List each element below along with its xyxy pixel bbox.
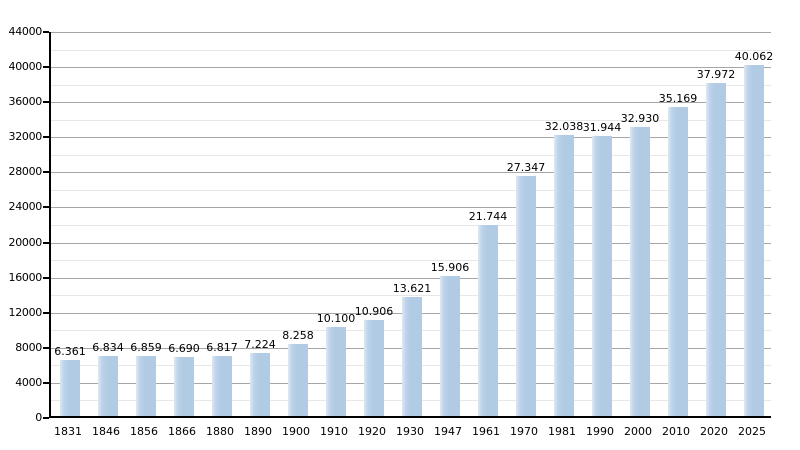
x-axis-tick-label: 1890 [244, 425, 272, 438]
y-axis-tick [43, 206, 49, 209]
bar-value-label: 32.930 [620, 112, 660, 126]
bar-value-label: 40.062 [734, 49, 774, 63]
bar-value-label: 31.944 [582, 120, 622, 134]
bar [554, 134, 574, 416]
x-axis-tick-label: 1856 [130, 425, 158, 438]
bar-value-label: 6.690 [168, 342, 200, 356]
y-axis-tick [43, 346, 49, 349]
gridline-major [51, 67, 771, 69]
bar [326, 327, 346, 416]
y-axis-tick [43, 241, 49, 244]
bar [98, 356, 118, 416]
bar [516, 176, 536, 416]
bar-value-label: 35.169 [658, 92, 698, 106]
bar-value-label: 6.817 [206, 341, 238, 355]
y-axis-tick [43, 101, 49, 104]
x-axis-tick-label: 2025 [738, 425, 766, 438]
gridline-minor [51, 84, 771, 86]
x-axis-tick-label: 1920 [358, 425, 386, 438]
x-axis-tick-label: 1961 [472, 425, 500, 438]
gridline-major [51, 207, 771, 209]
x-axis-tick-label: 1910 [320, 425, 348, 438]
bar-value-label: 13.621 [392, 281, 432, 295]
bar [212, 356, 232, 416]
plot-area: 6.361 6.834 6.859 6.690 6.817 7.224 8.258 10.10… [49, 32, 774, 418]
gridline-minor [51, 189, 771, 191]
gridline-minor [51, 225, 771, 226]
bar [60, 360, 80, 416]
x-axis-tick-label: 2000 [624, 425, 652, 438]
y-axis-tick [43, 381, 49, 384]
y-axis-tick [43, 276, 49, 279]
bar [402, 296, 422, 416]
x-axis-tick-label: 1831 [54, 425, 82, 438]
y-axis-tick-label: 8000 [15, 340, 42, 354]
x-axis-tick-label: 1846 [92, 425, 120, 438]
y-axis-tick [43, 171, 49, 174]
y-axis-tick-label: 44000 [8, 25, 43, 38]
bar [136, 355, 156, 416]
bar [250, 352, 270, 416]
bar-value-label: 10.906 [354, 305, 394, 319]
bar [478, 225, 498, 416]
bar [706, 82, 726, 416]
bar [288, 343, 308, 416]
x-axis-tick-label: 1930 [396, 425, 424, 438]
bar [592, 135, 612, 416]
y-axis-tick-label: 40000 [8, 60, 43, 74]
gridline-minor [51, 295, 771, 297]
x-axis-tick-label: 1981 [548, 425, 576, 438]
bar-value-label: 32.038 [544, 119, 584, 133]
gridline-minor [51, 119, 771, 121]
gridline-minor [51, 260, 771, 262]
x-axis-tick-label: 1900 [282, 425, 310, 438]
y-axis-tick-label: 4000 [15, 375, 42, 389]
y-axis-tick-label: 32000 [8, 130, 43, 144]
bar-value-label: 6.361 [54, 345, 86, 359]
x-axis-tick-label: 1990 [586, 425, 614, 438]
x-axis-tick-label: 2020 [700, 425, 728, 438]
y-axis-tick-label: 16000 [8, 270, 43, 284]
bar [364, 320, 384, 416]
x-axis-tick-label: 1970 [510, 425, 538, 438]
y-axis-tick-label: 0 [35, 411, 42, 424]
y-axis-tick [43, 31, 49, 33]
y-axis-tick-label: 36000 [8, 95, 43, 109]
bar-value-label: 8.258 [282, 328, 314, 342]
y-axis-tick [43, 136, 49, 139]
bar-value-label: 7.224 [244, 337, 276, 351]
gridline-major [51, 32, 771, 33]
y-axis-tick-label: 12000 [8, 305, 43, 319]
y-axis-tick-label: 20000 [8, 235, 43, 249]
bar [440, 276, 460, 416]
x-axis-tick-label: 2010 [662, 425, 690, 438]
gridline-minor [51, 49, 771, 51]
bar-value-label: 6.834 [92, 341, 124, 355]
gridline-minor [51, 154, 771, 156]
gridline-major [51, 102, 771, 104]
bar [174, 357, 194, 416]
gridline-major [51, 137, 771, 139]
gridline-major [51, 242, 771, 244]
y-axis-tick [43, 66, 49, 69]
bar-value-label: 10.100 [316, 312, 356, 326]
y-axis-tick [43, 417, 49, 419]
bar-value-label: 15.906 [430, 261, 470, 275]
bar-value-label: 6.859 [130, 340, 162, 354]
gridline-major [51, 172, 771, 174]
bar-value-label: 37.972 [696, 67, 736, 81]
bar-value-label: 27.347 [506, 161, 546, 175]
y-axis-tick-label: 28000 [8, 165, 43, 179]
x-axis-tick-label: 1947 [434, 425, 462, 438]
y-axis-tick-label: 24000 [8, 200, 43, 214]
gridline-major [51, 277, 771, 279]
bar [668, 107, 688, 416]
y-axis-tick [43, 311, 49, 314]
x-axis-tick-label: 1880 [206, 425, 234, 438]
bar [744, 64, 764, 416]
x-axis-tick-label: 1866 [168, 425, 196, 438]
bar [630, 127, 650, 416]
bar-value-label: 21.744 [468, 210, 508, 224]
